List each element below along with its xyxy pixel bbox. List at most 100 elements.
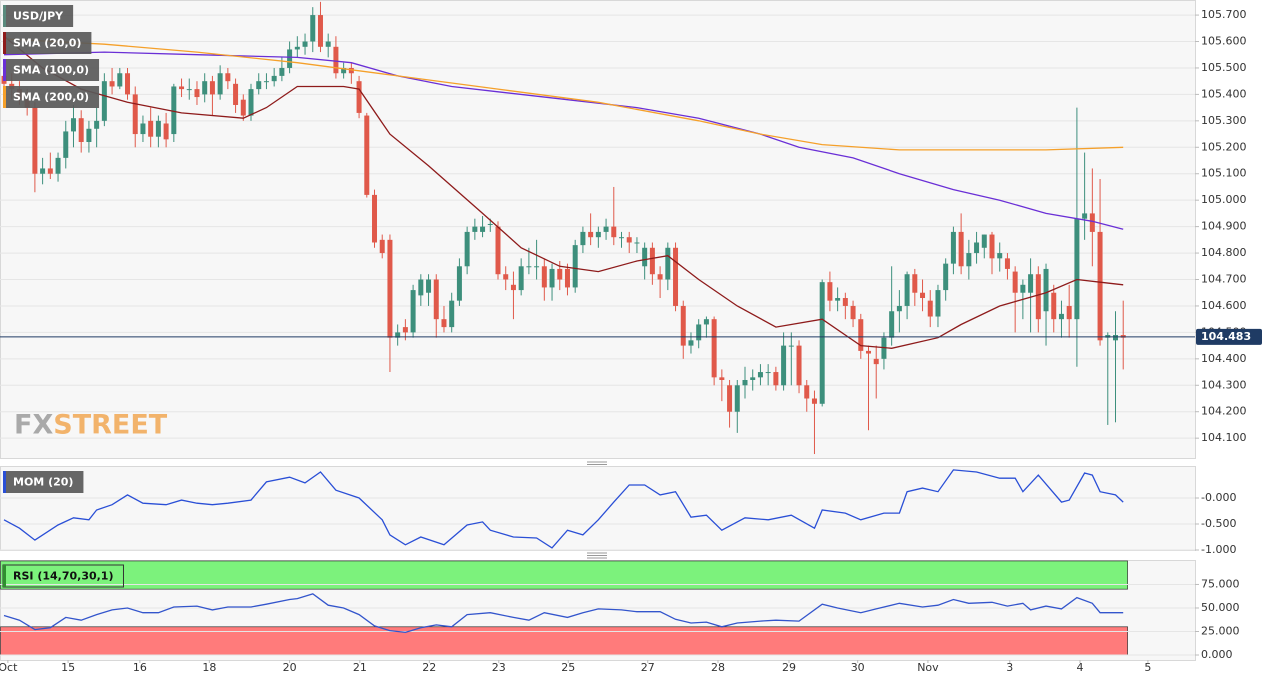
candle-body (665, 247, 671, 280)
candle-body (750, 377, 756, 380)
x-tick-label: 16 (133, 661, 147, 674)
y-tick-label: -0.500 (1201, 517, 1236, 530)
candle-body (225, 73, 231, 82)
y-tick-label: 104.800 (1201, 246, 1247, 259)
watermark: FX (14, 410, 53, 441)
candle-body (518, 266, 524, 291)
candle-body (279, 67, 285, 76)
y-tick-label: 0.000 (1201, 648, 1233, 661)
candle-body (950, 231, 956, 264)
x-tick-label: 29 (782, 661, 796, 674)
legend-label: SMA (100,0) (13, 64, 89, 77)
candle-body (503, 274, 509, 280)
candle-body (549, 268, 555, 288)
candle-body (233, 83, 239, 105)
candle-body (1120, 335, 1126, 338)
candle-body (866, 350, 872, 354)
candle-body (1012, 271, 1018, 293)
candle-body (70, 118, 76, 132)
x-tick-label: 3 (1006, 661, 1013, 674)
candle-body (140, 123, 146, 135)
candle-body (240, 99, 246, 116)
candle-body (835, 298, 841, 301)
legend-swatch (3, 471, 6, 493)
y-tick-label: 105.000 (1201, 193, 1247, 206)
last-price-label: 104.483 (1201, 330, 1251, 343)
candle-body (1074, 218, 1080, 320)
candle-body (510, 284, 516, 291)
candle-body (402, 327, 408, 333)
candle-body (101, 81, 107, 121)
panel-resize-handle[interactable] (587, 552, 607, 559)
candle-body (387, 239, 393, 338)
candle-body (997, 253, 1003, 259)
candle-body (935, 290, 941, 317)
y-tick-label: 25.000 (1201, 624, 1240, 637)
candle-body (287, 49, 293, 68)
candle-body (889, 311, 895, 338)
candle-body (263, 81, 269, 83)
legend-label: MOM (20) (13, 476, 73, 489)
candle-body (356, 81, 362, 113)
candle-body (1051, 292, 1057, 320)
x-tick-label: 22 (422, 661, 436, 674)
candle-body (256, 81, 262, 90)
candle-body (426, 279, 432, 293)
candle-body (317, 15, 323, 47)
candle-body (341, 67, 347, 74)
candle-body (649, 247, 655, 275)
y-tick-label: 104.400 (1201, 352, 1247, 365)
candle-body (534, 266, 540, 268)
legend-label: RSI (14,70,30,1) (13, 570, 113, 583)
legend-swatch (3, 32, 6, 54)
candle-body (32, 107, 38, 174)
candle-body (94, 120, 100, 129)
candle-body (63, 131, 69, 158)
candle-body (1112, 335, 1118, 341)
indicator-line (3, 593, 1124, 634)
sma-line (3, 35, 1124, 349)
candle-body (703, 319, 709, 325)
candle-body (1066, 305, 1072, 320)
candle-body (981, 234, 987, 248)
x-tick-label: 23 (492, 661, 506, 674)
candle-body (155, 120, 161, 137)
candle-body (611, 226, 617, 238)
candle-body (742, 379, 748, 386)
candle-body (1089, 213, 1095, 232)
candle-body (904, 274, 910, 306)
candle-body (456, 266, 462, 301)
candle-body (487, 223, 493, 225)
candle-body (804, 385, 810, 399)
candle-body (449, 300, 455, 328)
candle-body (1035, 274, 1041, 320)
candle-body (248, 89, 254, 116)
legend-box (3, 59, 100, 81)
candle-body (464, 231, 470, 267)
candle-body (379, 239, 385, 254)
legend-box (3, 86, 100, 108)
candle-body (572, 245, 578, 288)
candle-body (827, 282, 833, 301)
candle-body (603, 226, 609, 232)
candle-body (765, 372, 771, 374)
y-tick-label: 105.500 (1201, 61, 1247, 74)
candle-body (163, 123, 169, 140)
candle-body (588, 231, 594, 238)
candle-body (179, 86, 185, 90)
candle-body (310, 15, 316, 42)
candle-body (781, 345, 787, 386)
candle-body (688, 340, 694, 346)
candle-body (217, 73, 223, 95)
candle-body (1020, 284, 1026, 293)
candle-body (148, 120, 154, 137)
candle-body (788, 345, 794, 347)
candle-body (132, 94, 138, 135)
candle-body (55, 157, 61, 174)
y-tick-label: 50.000 (1201, 601, 1240, 614)
x-tick-label: Nov (917, 661, 939, 674)
candle-body (86, 128, 92, 143)
watermark: STREET (53, 410, 168, 441)
candle-body (109, 81, 115, 87)
candle-body (302, 41, 308, 47)
